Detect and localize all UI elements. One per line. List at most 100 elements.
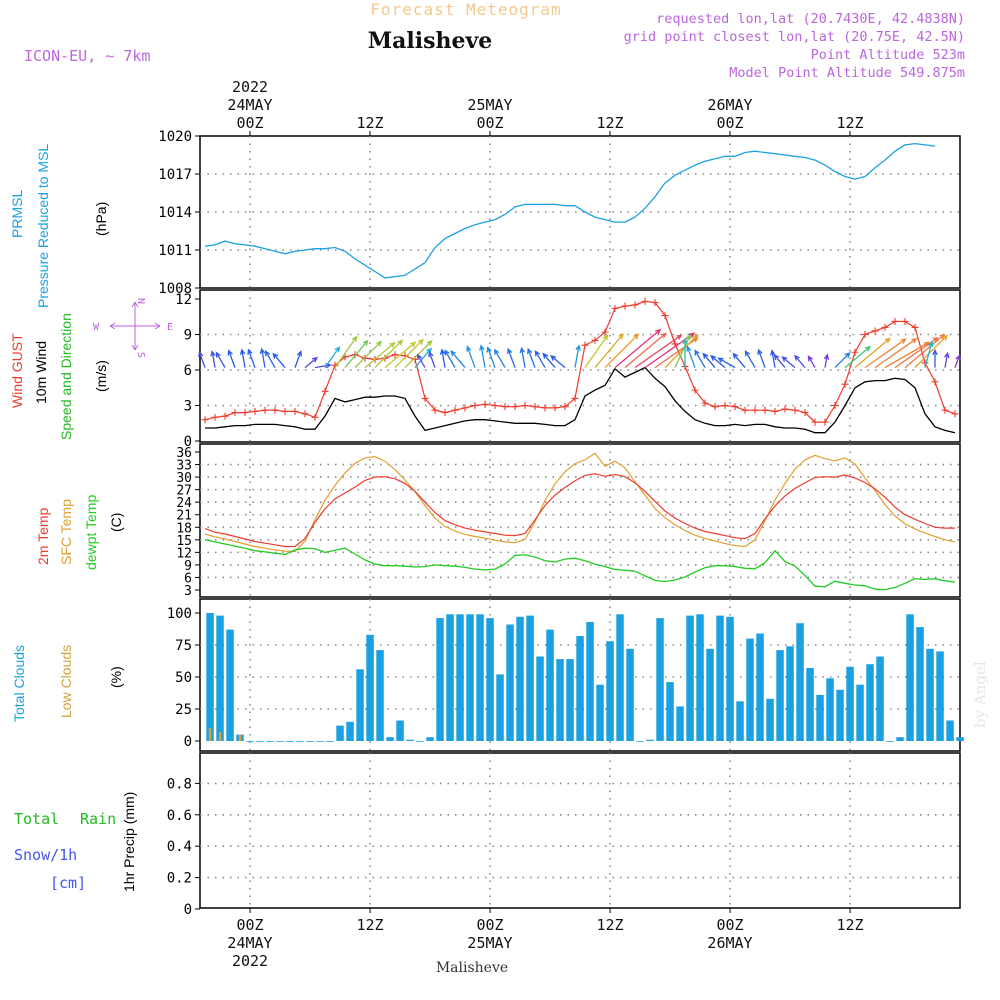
gust-marker: [421, 394, 429, 402]
super-title: Forecast Meteogram: [370, 0, 561, 19]
total-cloud-bar: [656, 618, 664, 741]
wind-arrow: [259, 347, 266, 368]
ytick-label-wind: 0: [184, 434, 192, 450]
ytick-label-temperature: 18: [176, 521, 192, 536]
wind-arrow: [794, 354, 806, 369]
total-cloud-bar: [856, 684, 864, 741]
wind-arrow: [770, 349, 776, 368]
panel-clouds: 0 25 50 75 100: [167, 598, 964, 752]
wind-arrow: [844, 345, 872, 369]
top-hour-label: 00Z: [236, 114, 263, 132]
wind-arrow: [834, 352, 851, 369]
total-cloud-bar: [676, 706, 684, 741]
total-cloud-bar: [356, 669, 364, 741]
wind-arrow: [198, 350, 206, 368]
wind-arrow: [519, 346, 526, 368]
gust-marker: [491, 402, 499, 409]
gust-marker: [931, 378, 939, 386]
compass-n: N: [135, 298, 146, 304]
total-cloud-bar: [296, 741, 304, 742]
total-cloud-bar: [866, 664, 874, 741]
ytick-label-wind: 12: [175, 292, 192, 308]
gust-marker: [781, 405, 789, 413]
gust-marker: [221, 412, 229, 420]
gust-marker: [471, 402, 479, 409]
gust-marker: [581, 341, 589, 349]
total-cloud-bar: [266, 741, 274, 742]
bottom-hour-label: 12Z: [836, 916, 863, 934]
gust-marker: [431, 406, 439, 414]
gust-marker: [441, 409, 449, 417]
ytick-label-clouds: 100: [167, 606, 192, 622]
gust-marker: [321, 387, 329, 395]
gust-marker: [881, 323, 889, 331]
wind-arrow: [247, 348, 256, 368]
total-cloud-bar: [546, 629, 554, 741]
total-cloud-bar: [556, 659, 564, 741]
ytick-label-temperature: 15: [176, 534, 192, 549]
total-cloud-bar: [906, 614, 914, 741]
gust-marker: [601, 328, 609, 336]
gust-marker: [841, 380, 849, 388]
wind-arrow: [604, 333, 640, 369]
total-cloud-bar: [876, 656, 884, 741]
gust-marker: [911, 323, 919, 331]
gust-marker: [211, 413, 219, 421]
bottom-hour-label: 00Z: [236, 916, 263, 934]
gust-marker: [801, 409, 809, 417]
watermark: by Angel: [971, 661, 989, 728]
gust-marker: [261, 406, 269, 414]
top-date-label: 24MAY: [227, 96, 272, 114]
gust-marker: [251, 407, 259, 415]
wind-arrow: [416, 353, 426, 368]
gust-marker: [501, 403, 509, 411]
ytick-label-temperature: 21: [176, 509, 192, 524]
total-cloud-bar: [936, 651, 944, 741]
total-cloud-bar: [366, 634, 374, 741]
wind-arrow: [227, 349, 236, 368]
wind-arrow: [239, 348, 246, 368]
wind-arrow: [324, 346, 341, 368]
label-dewpt-temp: dewpt Temp: [83, 495, 99, 570]
wind-arrow: [404, 339, 433, 369]
wind-arrow: [702, 352, 716, 369]
wind-arrow: [294, 350, 303, 368]
series-wind-gust: [204, 300, 956, 423]
ytick-label-precipitation: 0.2: [167, 871, 192, 887]
ytick-label-precipitation: 0: [184, 902, 192, 918]
wind-arrow: [757, 348, 766, 368]
label-sfc-temp: SFC Temp: [58, 499, 74, 565]
wind-arrow: [884, 341, 930, 369]
panel-frame-wind: [199, 289, 961, 443]
wind-arrow: [507, 347, 516, 368]
wind-arrow: [542, 352, 556, 369]
total-cloud-bar: [436, 618, 444, 741]
total-cloud-bar: [956, 737, 964, 741]
label-total-clouds: Total Clouds: [11, 645, 27, 722]
total-cloud-bar: [706, 648, 714, 741]
label-2m-temp: 2m Temp: [35, 507, 51, 565]
total-cloud-bar: [226, 629, 234, 741]
gust-marker: [821, 418, 829, 426]
compass-e: E: [167, 322, 173, 333]
label-rain: Rain: [80, 810, 116, 828]
wind-arrow: [272, 352, 286, 369]
total-cloud-bar: [946, 720, 954, 741]
wind-arrow: [914, 334, 949, 369]
gust-marker: [531, 403, 539, 411]
ytick-label-precipitation: 0.4: [167, 839, 192, 855]
wind-arrow: [574, 344, 581, 368]
gust-marker: [311, 413, 319, 421]
top-hour-label: 12Z: [836, 114, 863, 132]
compass-s: S: [135, 352, 146, 358]
total-cloud-bar: [376, 650, 384, 741]
total-cloud-bar: [646, 739, 654, 741]
gust-marker: [241, 409, 249, 417]
total-cloud-bar: [306, 741, 314, 742]
wind-arrow: [694, 349, 706, 368]
total-cloud-bar: [396, 720, 404, 741]
total-cloud-bar: [206, 613, 214, 741]
wind-arrow: [527, 347, 536, 368]
ytick-label-wind: 3: [184, 399, 192, 415]
